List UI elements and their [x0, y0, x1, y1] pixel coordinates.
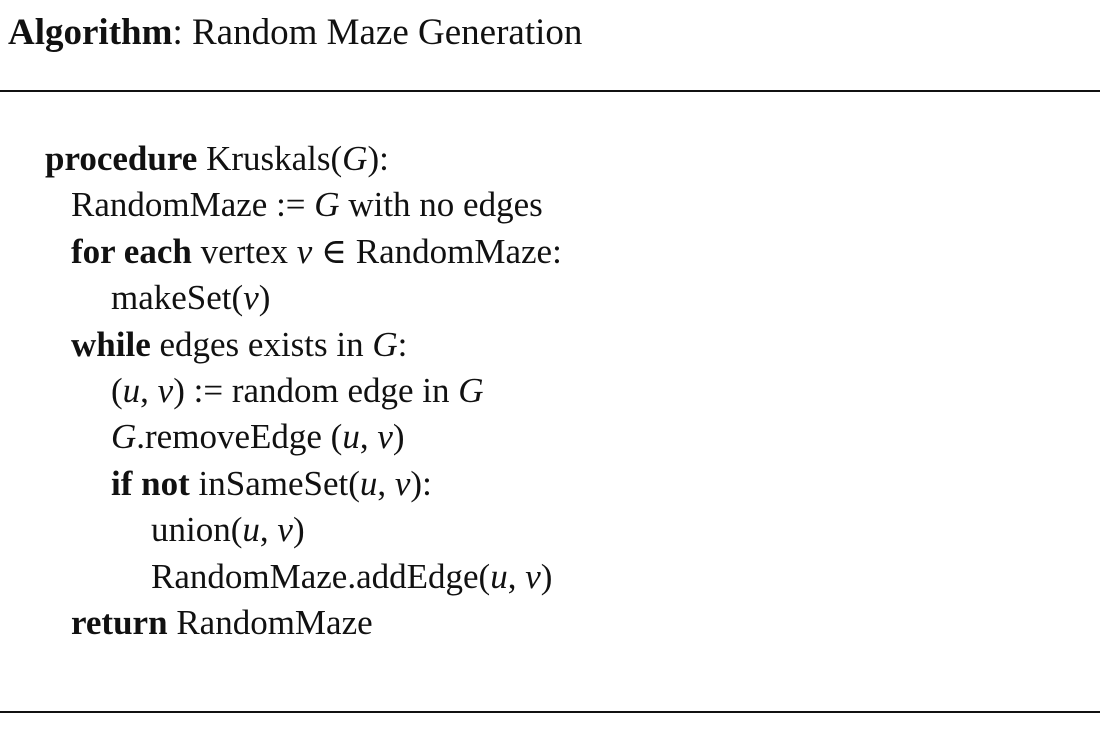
code-text: :	[397, 325, 408, 364]
code-text: inSameSet(	[189, 464, 360, 503]
algorithm-line: makeSet(v)	[111, 275, 270, 321]
math-variable: v	[377, 417, 393, 456]
code-text: .removeEdge (	[136, 417, 343, 456]
bottom-rule	[0, 711, 1100, 713]
code-text: union(	[151, 510, 243, 549]
math-variable: G	[111, 417, 137, 456]
algorithm-line: G.removeEdge (u, v)	[111, 414, 405, 460]
keyword: return	[71, 603, 168, 642]
code-text: RandomMaze	[167, 603, 373, 642]
math-variable: G	[458, 371, 484, 410]
math-variable: G	[372, 325, 398, 364]
keyword: for each	[71, 232, 192, 271]
code-text: ):	[410, 464, 432, 503]
keyword: while	[71, 325, 151, 364]
math-variable: v	[277, 510, 293, 549]
code-text: )	[392, 417, 405, 456]
code-text: ,	[377, 464, 395, 503]
keyword: procedure	[45, 139, 198, 178]
algorithm-line: return RandomMaze	[71, 600, 373, 646]
algorithm-line: RandomMaze := G with no edges	[71, 182, 543, 228]
algorithm-line: if not inSameSet(u, v):	[111, 461, 432, 507]
algorithm-line: union(u, v)	[151, 507, 305, 553]
algorithm-line: procedure Kruskals(G):	[45, 136, 389, 182]
caption-separator: :	[172, 12, 183, 53]
code-text: )	[258, 278, 271, 317]
code-text: ,	[140, 371, 158, 410]
caption-title: Random Maze Generation	[182, 12, 583, 53]
math-variable: u	[490, 557, 508, 596]
code-text: (	[111, 371, 123, 410]
code-text: )	[292, 510, 305, 549]
code-text: with no edges	[339, 185, 543, 224]
algorithm-line: RandomMaze.addEdge(u, v)	[151, 554, 552, 600]
caption-label: Algorithm	[8, 12, 173, 53]
math-variable: u	[122, 371, 141, 410]
code-text: edges exists in	[150, 325, 373, 364]
code-text: makeSet(	[111, 278, 244, 317]
code-text: ,	[359, 417, 378, 456]
code-text: RandomMaze.addEdge(	[151, 557, 491, 596]
math-variable: G	[342, 139, 368, 178]
code-text: )	[540, 557, 553, 596]
code-text: ):	[367, 139, 389, 178]
code-text: ,	[507, 557, 526, 596]
algorithm-caption: Algorithm: Random Maze Generation	[8, 10, 582, 56]
math-variable: u	[342, 417, 360, 456]
math-variable: v	[525, 557, 541, 596]
code-text: Kruskals(	[197, 139, 343, 178]
code-text: RandomMaze :=	[71, 185, 315, 224]
math-variable: v	[157, 371, 174, 410]
algorithm-line: while edges exists in G:	[71, 322, 407, 368]
algorithm-line: for each vertex v ∈ RandomMaze:	[71, 229, 562, 275]
math-variable: v	[296, 232, 313, 271]
code-text: ) := random edge in	[173, 371, 459, 410]
algorithm-line: (u, v) := random edge in G	[111, 368, 484, 414]
code-text: ∈ RandomMaze:	[312, 232, 562, 271]
math-variable: u	[242, 510, 260, 549]
math-variable: v	[243, 278, 259, 317]
code-text: ,	[259, 510, 278, 549]
math-variable: u	[359, 464, 378, 503]
code-text: vertex	[191, 232, 297, 271]
top-rule	[0, 90, 1100, 92]
keyword: if not	[111, 464, 190, 503]
math-variable: G	[314, 185, 340, 224]
math-variable: v	[394, 464, 411, 503]
